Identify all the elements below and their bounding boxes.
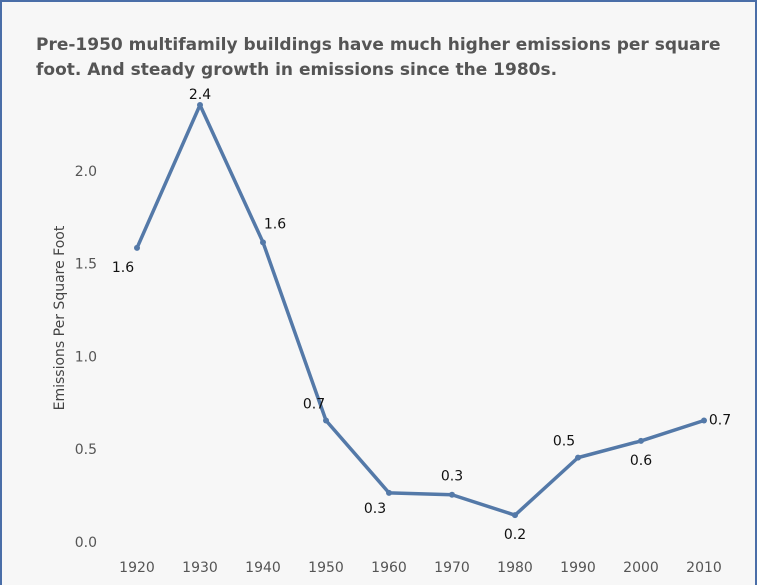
- point: [386, 489, 392, 496]
- y-tick-label: 0.0: [75, 535, 97, 551]
- x-tick-label: 2010: [686, 560, 722, 576]
- x-tick-label: 1930: [182, 560, 218, 576]
- point: [638, 437, 644, 444]
- data-label: 2.4: [189, 87, 211, 103]
- x-tick-label: 1920: [119, 560, 155, 576]
- data-label: 1.6: [112, 260, 134, 276]
- chart-title: foot. And steady growth in emissions sin…: [36, 60, 557, 80]
- x-tick-label: 1980: [497, 560, 533, 576]
- data-label: 0.5: [553, 434, 575, 450]
- line: [135, 103, 705, 517]
- x-tick-label: 1990: [560, 560, 596, 576]
- point: [512, 512, 518, 519]
- point: [134, 244, 140, 251]
- data-label: 0.7: [303, 397, 325, 413]
- x-tick-label: 1970: [434, 560, 470, 576]
- point: [260, 239, 266, 246]
- data-label: 0.3: [364, 501, 386, 517]
- y-tick-label: 1.0: [75, 349, 97, 365]
- point: [575, 454, 581, 461]
- y-axis-label: Emissions Per Square Foot: [52, 225, 68, 410]
- data-label: 0.6: [630, 453, 652, 469]
- y-tick-label: 1.5: [75, 257, 97, 273]
- chart-title: Pre-1950 multifamily buildings have much…: [36, 35, 721, 55]
- data-label: 0.7: [709, 413, 731, 429]
- y-tick-label: 0.5: [75, 442, 97, 458]
- x-tick-label: 1940: [245, 560, 281, 576]
- point: [449, 491, 455, 498]
- data-label: 0.3: [441, 469, 463, 485]
- x-tick-label: 1950: [308, 560, 344, 576]
- y-tick-label: 2.0: [75, 164, 97, 180]
- data-label: 1.6: [264, 216, 286, 232]
- point: [701, 417, 707, 424]
- data-label: 0.2: [504, 527, 526, 543]
- point: [323, 417, 329, 424]
- x-tick-label: 2000: [623, 560, 659, 576]
- point: [197, 101, 203, 108]
- x-tick-label: 1960: [371, 560, 407, 576]
